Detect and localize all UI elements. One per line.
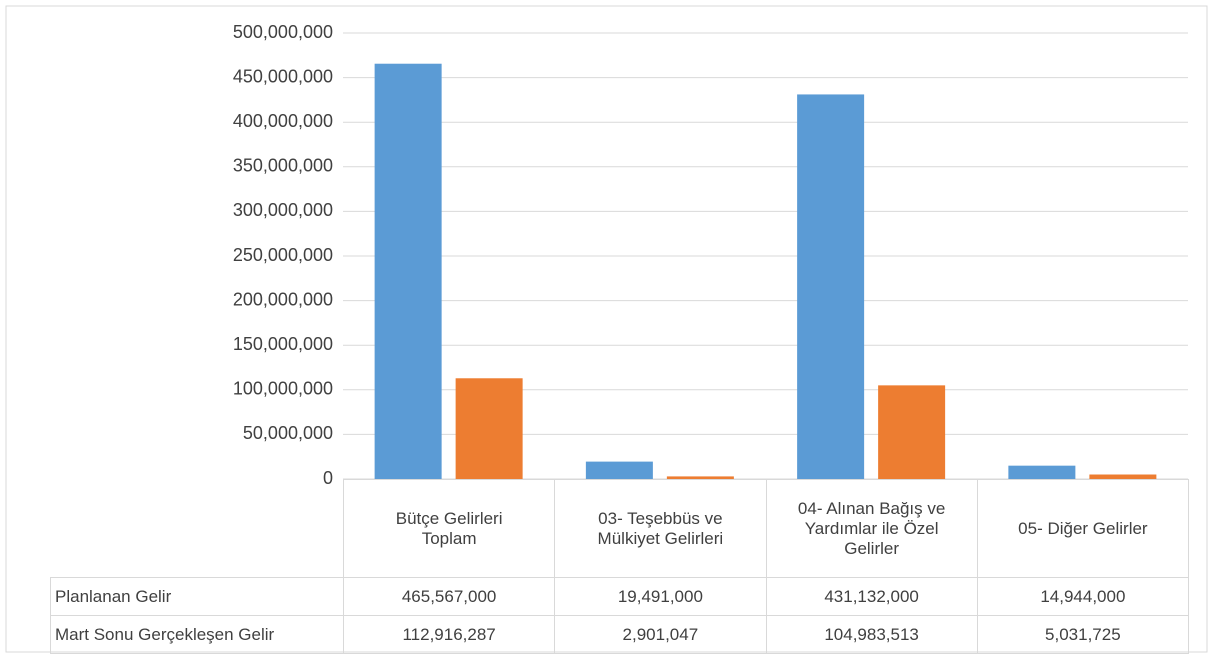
bar bbox=[1089, 474, 1157, 479]
y-tick-label: 50,000,000 bbox=[243, 423, 333, 443]
value-label: 19,491,000 bbox=[554, 577, 767, 616]
y-tick-label: 100,000,000 bbox=[233, 379, 333, 399]
value-label: 112,916,287 bbox=[342, 615, 556, 654]
y-tick-label: 300,000,000 bbox=[233, 200, 333, 220]
value-label: 2,901,047 bbox=[554, 615, 767, 654]
x-tick-label: 04- Alınan Bağış ve Yardımlar ile Özel G… bbox=[765, 479, 978, 578]
legend-label: Mart Sonu Gerçekleşen Gelir bbox=[50, 615, 344, 654]
series-row: Mart Sonu Gerçekleşen Gelir 112,916,287 2,… bbox=[50, 615, 1190, 654]
y-tick-label: 0 bbox=[323, 468, 333, 488]
series-row: Planlanan Gelir 465,567,000 19,491,000 431,… bbox=[50, 577, 1190, 616]
table-corner bbox=[50, 479, 344, 578]
value-label: 104,983,513 bbox=[765, 615, 978, 654]
value-label: 14,944,000 bbox=[976, 577, 1190, 616]
value-label: 431,132,000 bbox=[765, 577, 978, 616]
legend-label: Planlanan Gelir bbox=[50, 577, 344, 616]
x-tick-label: 03- Teşebbüs ve Mülkiyet Gelirleri bbox=[554, 479, 767, 578]
y-tick-label: 150,000,000 bbox=[233, 334, 333, 354]
bar bbox=[878, 385, 946, 479]
y-tick-label: 450,000,000 bbox=[233, 66, 333, 86]
y-tick-label: 250,000,000 bbox=[233, 245, 333, 265]
bar bbox=[1008, 465, 1076, 479]
bar bbox=[455, 378, 523, 479]
bar bbox=[374, 63, 442, 480]
x-tick-label: 05- Diğer Gelirler bbox=[976, 479, 1190, 578]
value-label: 5,031,725 bbox=[976, 615, 1190, 654]
y-tick-label: 500,000,000 bbox=[233, 22, 333, 42]
value-label: 465,567,000 bbox=[342, 577, 556, 616]
header-row: Bütçe Gelirleri Toplam 03- Teşebbüs ve Mü… bbox=[50, 479, 1190, 578]
y-tick-label: 400,000,000 bbox=[233, 111, 333, 131]
x-tick-label: Bütçe Gelirleri Toplam bbox=[342, 479, 556, 578]
y-tick-label: 350,000,000 bbox=[233, 156, 333, 176]
y-tick-label: 200,000,000 bbox=[233, 289, 333, 309]
bar bbox=[585, 461, 653, 479]
bar bbox=[666, 476, 734, 479]
bar bbox=[797, 94, 865, 479]
data-table: Bütçe Gelirleri Toplam 03- Teşebbüs ve Mü… bbox=[50, 479, 1190, 654]
